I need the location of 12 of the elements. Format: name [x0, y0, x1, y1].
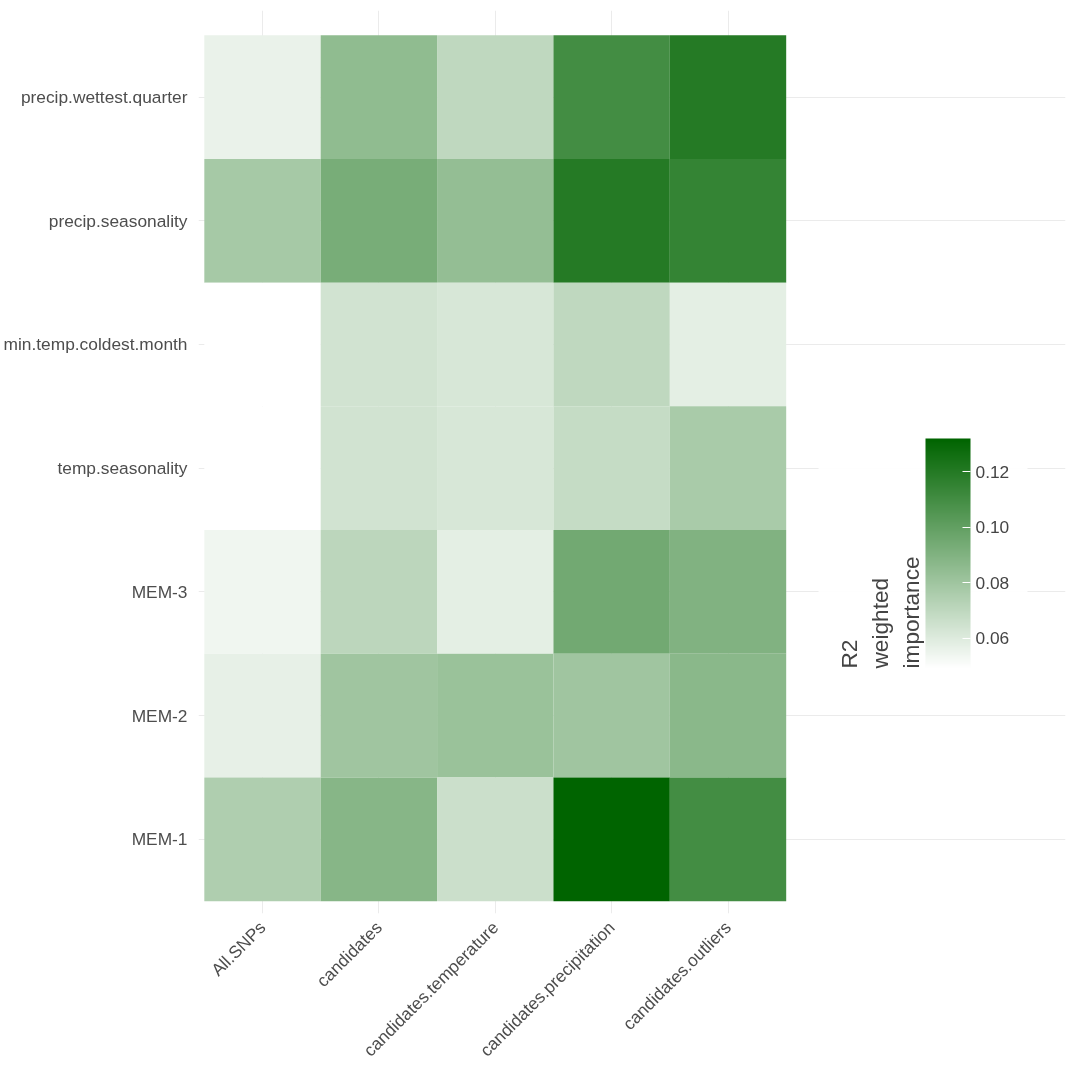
- y-tick-label: min.temp.coldest.month: [3, 334, 188, 355]
- y-tick-label: MEM-3: [131, 581, 188, 602]
- y-tick-label: MEM-2: [131, 705, 188, 726]
- legend-title: R2 weighted importance: [836, 556, 925, 670]
- y-tick-label: temp.seasonality: [57, 458, 188, 479]
- y-tick-label: precip.wettest.quarter: [20, 87, 188, 108]
- color-bar-label: 0.06: [975, 628, 1010, 649]
- color-bar-label: 0.10: [975, 517, 1010, 538]
- color-bar-label: 0.12: [975, 461, 1010, 482]
- color-bar-label: 0.08: [975, 572, 1010, 593]
- y-tick-label: MEM-1: [131, 829, 188, 850]
- y-tick-label: precip.seasonality: [48, 210, 188, 231]
